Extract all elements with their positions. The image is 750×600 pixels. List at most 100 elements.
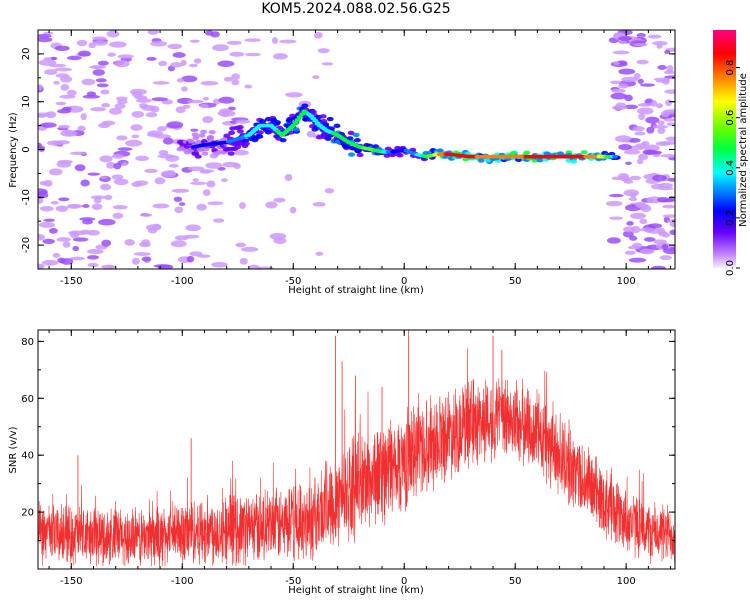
noise-blob: [610, 80, 622, 85]
noise-blob: [131, 134, 140, 139]
noise-blob: [244, 38, 261, 42]
ridge-halo: [223, 133, 231, 138]
ridge-core: [290, 123, 297, 128]
ridge-halo: [273, 121, 281, 126]
noise-blob: [69, 151, 87, 156]
noise-blob: [661, 243, 669, 251]
noise-blob: [324, 188, 335, 194]
noise-blob: [202, 116, 214, 124]
noise-blob: [240, 246, 259, 252]
noise-blob: [207, 201, 224, 206]
noise-blob: [157, 154, 175, 159]
noise-blob: [637, 78, 644, 84]
x-tick-label: 50: [509, 576, 522, 587]
noise-blob: [54, 45, 70, 52]
noise-blob: [152, 203, 170, 209]
noise-blob: [124, 239, 135, 246]
noise-blob: [93, 197, 102, 204]
noise-blob: [113, 162, 122, 170]
noise-blob: [87, 172, 100, 176]
noise-blob: [150, 40, 168, 47]
noise-blob: [621, 178, 632, 182]
noise-blob: [312, 75, 320, 80]
noise-blob: [116, 135, 128, 141]
noise-blob: [197, 254, 211, 258]
noise-blob: [60, 83, 70, 91]
ridge-halo: [353, 138, 361, 143]
noise-blob: [173, 196, 183, 202]
ridge-halo: [187, 139, 195, 144]
ridge-halo: [227, 151, 235, 156]
noise-blob: [125, 139, 143, 147]
noise-blob: [223, 76, 234, 82]
ridge-halo: [228, 130, 236, 135]
spectrogram-x-axis-label: Height of straight line (km): [288, 285, 424, 296]
noise-blob: [87, 229, 100, 236]
ridge-halo: [201, 151, 209, 156]
noise-blob: [618, 68, 636, 75]
noise-blob: [652, 124, 669, 129]
noise-blob: [153, 264, 171, 268]
noise-blob: [285, 92, 303, 98]
noise-blob: [610, 92, 627, 100]
noise-blob: [82, 204, 90, 208]
noise-blob: [100, 89, 110, 95]
noise-blob: [239, 202, 246, 209]
noise-blob: [112, 205, 128, 210]
noise-blob: [622, 230, 634, 238]
noise-blob: [38, 233, 46, 241]
noise-blob: [111, 174, 124, 180]
noise-blob: [72, 237, 89, 242]
noise-blob: [235, 119, 251, 124]
noise-blob: [174, 206, 184, 214]
noise-blob: [130, 124, 143, 131]
noise-blob: [162, 137, 174, 145]
noise-blob: [108, 107, 123, 115]
noise-blob: [669, 221, 675, 228]
noise-blob: [623, 189, 640, 197]
noise-blob: [188, 63, 198, 68]
x-tick-label: -50: [285, 576, 301, 587]
noise-blob: [187, 166, 205, 172]
ridge-halo: [279, 137, 287, 143]
ridge-halo: [344, 144, 352, 149]
y-tick-label: 20: [21, 48, 32, 61]
noise-blob: [38, 37, 53, 43]
ridge-halo: [396, 153, 404, 158]
noise-blob: [220, 178, 228, 183]
snr-series-line: [38, 348, 675, 567]
ridge-halo: [309, 109, 317, 115]
noise-blob: [664, 49, 671, 54]
noise-blob: [639, 227, 656, 232]
noise-blob: [643, 144, 660, 152]
spectrogram-ridge: [176, 103, 621, 164]
noise-blob: [662, 204, 675, 209]
noise-blob: [100, 183, 112, 191]
ridge-halo: [251, 137, 259, 143]
noise-blob: [204, 30, 214, 36]
ridge-core: [296, 115, 303, 119]
noise-blob: [636, 158, 644, 165]
noise-blob: [66, 89, 77, 96]
snr-panel: -150 -100 -50 0 50 100 20 40 60 80 Height of stra…: [8, 329, 676, 596]
ridge-halo: [352, 132, 360, 138]
noise-blob: [635, 201, 647, 209]
colorbar-gradient: [713, 30, 736, 268]
noise-blob: [661, 110, 671, 118]
y-tick-label: 20: [21, 508, 34, 519]
noise-blob: [92, 40, 108, 46]
noise-blob: [46, 140, 64, 146]
noise-blob: [612, 105, 627, 111]
noise-blob: [617, 60, 628, 66]
noise-blob: [50, 56, 58, 61]
noise-blob: [147, 30, 159, 35]
noise-blob: [170, 240, 187, 248]
noise-blob: [211, 262, 228, 268]
ridge-halo: [194, 154, 202, 159]
noise-blob: [664, 89, 675, 94]
noise-blob: [222, 161, 240, 168]
ridge-halo: [192, 135, 200, 140]
noise-blob: [662, 77, 670, 85]
noise-blob: [220, 112, 230, 118]
noise-blob: [66, 55, 82, 61]
